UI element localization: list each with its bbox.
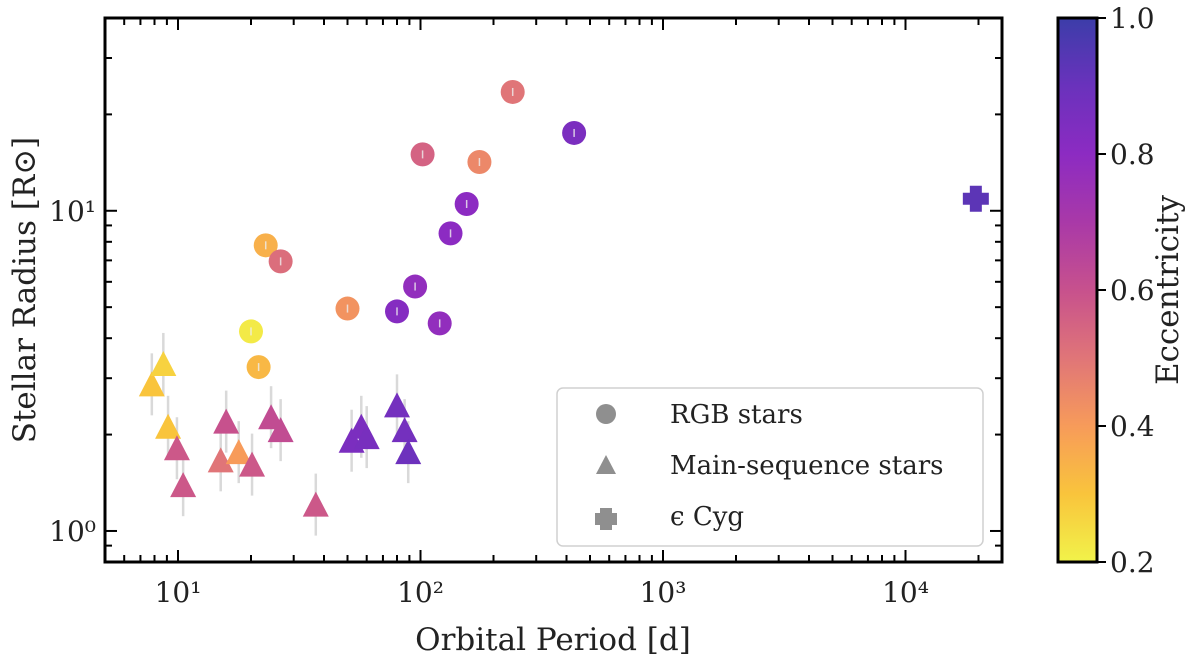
colorbar-tick-label: 1.0 [1110, 2, 1155, 35]
data-markers [138, 79, 989, 517]
x-tick-label: 10³ [640, 576, 687, 609]
legend-box [556, 387, 984, 547]
y-axis-label: Stellar Radius [R⊙] [7, 137, 43, 444]
ms-star-marker [170, 472, 197, 498]
ms-star-marker [155, 413, 182, 439]
ms-star-marker [383, 392, 410, 418]
ms-star-marker [163, 435, 190, 461]
legend-cyg-marker [595, 508, 617, 530]
colorbar-ticks: 0.2 0.4 0.6 0.8 1.0 [1097, 2, 1155, 579]
legend-cyg-label: ϵ Cyg [670, 502, 744, 532]
colorbar-tick-label: 0.2 [1110, 546, 1155, 579]
legend-ms-marker [596, 455, 616, 474]
colorbar-tick-label: 0.4 [1110, 410, 1155, 443]
axis-ticks [104, 17, 1002, 563]
x-tick-label: 10⁴ [882, 576, 929, 609]
colorbar-gradient [1056, 16, 1099, 564]
x-axis-label: Orbital Period [d] [415, 622, 691, 658]
legend-rgb-label: RGB stars [670, 400, 803, 430]
colorbar: 0.2 0.4 0.6 0.8 1.0 Eccentricity [1056, 2, 1186, 579]
ms-star-marker [395, 439, 422, 465]
legend-rgb-marker [596, 404, 616, 424]
colorbar-label: Eccentricity [1150, 194, 1186, 385]
ms-star-marker [225, 439, 252, 465]
colorbar-tick-label: 0.6 [1110, 274, 1155, 307]
ms-star-marker [239, 451, 266, 477]
x-tick-label: 10¹ [155, 576, 202, 609]
x-tick-label: 10² [397, 576, 444, 609]
axis-tick-labels: 10¹ 10² 10³ 10⁴ 10⁰ 10¹ [49, 195, 929, 609]
ms-star-marker [258, 404, 285, 430]
legend-ms-label: Main-sequence stars [670, 451, 944, 481]
legend: RGB stars Main-sequence stars ϵ Cyg [556, 387, 984, 547]
ms-star-marker [302, 491, 329, 517]
ms-star-marker [213, 408, 240, 434]
ms-star-marker [267, 417, 294, 443]
ms-star-marker [150, 350, 177, 376]
y-tick-label: 10¹ [49, 195, 96, 228]
ms-star-marker [353, 424, 380, 450]
ms-star-marker [391, 417, 418, 443]
eps-cyg-marker [962, 185, 989, 212]
colorbar-tick-label: 0.8 [1110, 138, 1155, 171]
y-tick-label: 10⁰ [49, 515, 96, 548]
ms-star-marker [207, 447, 234, 473]
plot-frame [103, 16, 1004, 564]
ms-star-marker [138, 371, 165, 397]
